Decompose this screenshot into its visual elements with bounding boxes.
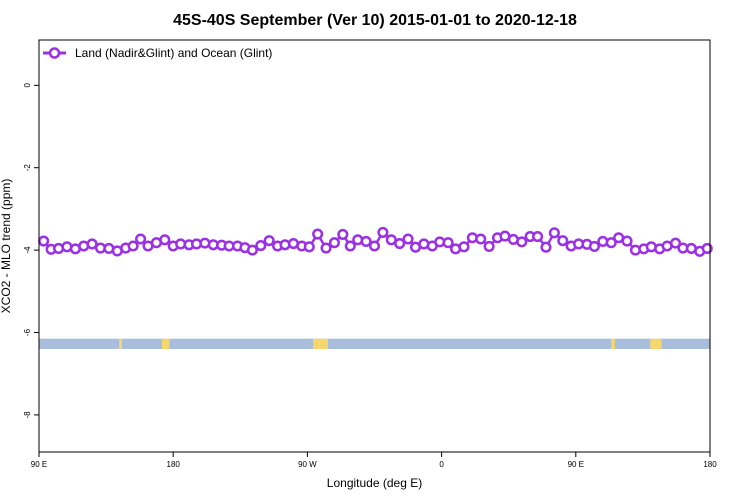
x-tick-label: 90 W bbox=[298, 460, 317, 469]
data-point bbox=[263, 235, 275, 247]
y-tick-label: 0 bbox=[23, 83, 32, 88]
data-point bbox=[548, 227, 560, 239]
data-point bbox=[320, 242, 332, 254]
data-point bbox=[588, 240, 600, 252]
data-point bbox=[360, 235, 372, 248]
data-point bbox=[344, 240, 356, 252]
data-point bbox=[532, 230, 544, 243]
y-tick-label: -2 bbox=[23, 164, 32, 172]
data-point bbox=[669, 237, 682, 249]
x-tick-label: 90 E bbox=[568, 460, 584, 469]
data-point bbox=[303, 241, 315, 253]
data-point bbox=[516, 236, 528, 248]
data-point bbox=[312, 228, 324, 240]
y-tick-label: -4 bbox=[23, 246, 32, 254]
x-axis-label: Longitude (deg E) bbox=[327, 476, 422, 490]
data-point bbox=[605, 237, 617, 249]
x-tick-label: 180 bbox=[703, 460, 717, 469]
data-point bbox=[483, 240, 495, 252]
legend: Land (Nadir&Glint) and Ocean (Glint) bbox=[43, 46, 272, 60]
data-point bbox=[159, 234, 171, 246]
plot-frame bbox=[38, 39, 711, 453]
chart-title: 45S-40S September (Ver 10) 2015-01-01 to… bbox=[173, 12, 577, 29]
x-tick-label: 180 bbox=[167, 460, 181, 469]
legend-entry-label: Land (Nadir&Glint) and Ocean (Glint) bbox=[75, 46, 272, 60]
data-point bbox=[38, 235, 50, 247]
data-point bbox=[337, 228, 349, 241]
data-point bbox=[475, 233, 487, 245]
x-tick-label: 90 E bbox=[31, 460, 47, 469]
y-axis-label: XCO2 - MLO trend (ppm) bbox=[0, 179, 13, 314]
x-axis: 90 E 180 90 W 0 90 E 180 bbox=[31, 452, 717, 469]
series-layer bbox=[38, 226, 713, 257]
data-point bbox=[86, 238, 98, 250]
data-point bbox=[246, 244, 258, 256]
data-point bbox=[557, 235, 569, 247]
land-patch bbox=[312, 338, 328, 349]
data-point bbox=[540, 241, 552, 253]
x-tick-label: 0 bbox=[439, 460, 444, 469]
data-point bbox=[442, 237, 454, 249]
data-point bbox=[255, 240, 267, 252]
land-ocean-bar bbox=[39, 338, 710, 349]
data-point bbox=[621, 235, 633, 247]
y-tick-label: -6 bbox=[23, 328, 32, 336]
land-patch bbox=[119, 338, 122, 349]
data-point bbox=[458, 241, 470, 253]
land-patch bbox=[650, 338, 662, 349]
data-point bbox=[127, 240, 139, 252]
y-axis: 0 -2 -4 -6 -8 bbox=[23, 83, 39, 419]
ocean-strip bbox=[39, 338, 710, 349]
land-patch bbox=[611, 338, 615, 349]
data-point bbox=[394, 237, 406, 250]
data-point bbox=[135, 233, 147, 245]
data-point bbox=[377, 226, 389, 238]
data-point bbox=[701, 242, 713, 255]
y-tick-label: -8 bbox=[23, 411, 32, 419]
legend-marker bbox=[48, 47, 61, 59]
data-point bbox=[328, 237, 340, 249]
data-point bbox=[368, 240, 381, 252]
data-point bbox=[402, 233, 414, 245]
land-patch bbox=[162, 338, 170, 349]
